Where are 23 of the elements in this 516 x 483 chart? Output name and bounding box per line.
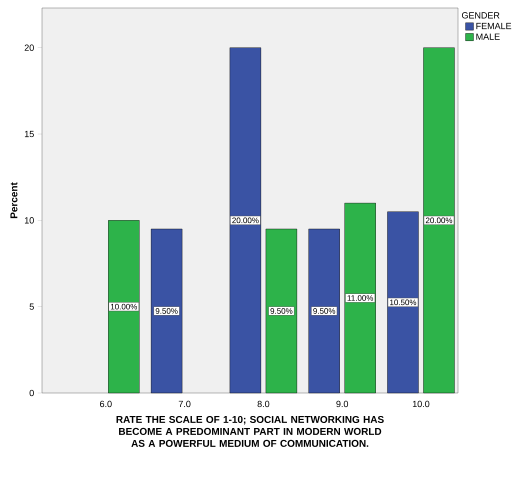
bar [344, 202, 376, 394]
x-tick-label: 8.0 [258, 400, 270, 408]
x-tick-label: 10.0 [412, 400, 430, 408]
y-tick-label: 20 [24, 44, 34, 51]
bar [308, 228, 340, 394]
y-tick-label: 10 [24, 217, 34, 224]
legend-label: FEMALE [476, 22, 512, 30]
x-tick-label: 9.0 [336, 400, 348, 408]
bar [230, 48, 262, 394]
bar [150, 228, 182, 394]
legend-title: GENDER [462, 12, 500, 19]
y-axis-title: Percent [10, 182, 18, 218]
x-axis-title: RATE THE SCALE OF 1-10; SOCIAL NETWORKING HAS BECOME A PREDOMINANT PART IN MODERN WORLD AS A POWERFUL MEDIUM OF COMMUNICATION. [116, 416, 384, 447]
y-tick-label: 15 [24, 130, 34, 138]
bar [423, 48, 455, 394]
y-tick-label: 0 [30, 390, 34, 396]
y-tick-label: 5 [30, 304, 34, 310]
x-tick-label: 7.0 [178, 400, 190, 408]
bar [387, 212, 419, 394]
bar [266, 228, 298, 394]
legend-label: MALE [476, 34, 500, 40]
x-tick-label: 6.0 [100, 400, 112, 408]
bar [108, 220, 140, 394]
